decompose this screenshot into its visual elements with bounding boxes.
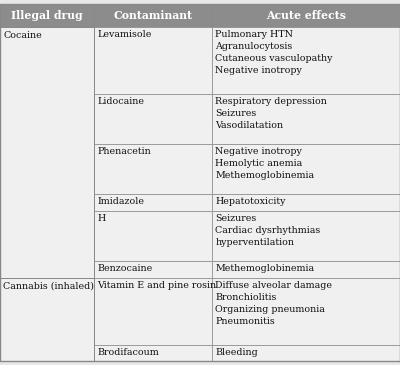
- Bar: [94, 27, 212, 94]
- Text: Seizures
Cardiac dysrhythmias
hyperventilation: Seizures Cardiac dysrhythmias hyperventi…: [215, 214, 320, 247]
- Text: Contaminant: Contaminant: [114, 10, 192, 21]
- Text: Diffuse alveolar damage
Bronchiolitis
Organizing pneumonia
Pneumonitis: Diffuse alveolar damage Bronchiolitis Or…: [215, 281, 332, 326]
- Text: Hepatotoxicity: Hepatotoxicity: [215, 197, 286, 206]
- Bar: [212, 144, 400, 194]
- Text: Respiratory depression
Seizures
Vasodilatation: Respiratory depression Seizures Vasodila…: [215, 97, 327, 130]
- Text: Benzocaine: Benzocaine: [97, 264, 152, 273]
- Bar: [212, 278, 400, 345]
- Bar: [212, 27, 400, 94]
- Bar: [0, 27, 94, 278]
- Bar: [94, 278, 212, 345]
- Bar: [94, 194, 212, 211]
- Text: Negative inotropy
Hemolytic anemia
Methemoglobinemia: Negative inotropy Hemolytic anemia Methe…: [215, 147, 314, 180]
- Text: Pulmonary HTN
Agranulocytosis
Cutaneous vasculopathy
Negative inotropy: Pulmonary HTN Agranulocytosis Cutaneous …: [215, 30, 333, 76]
- Text: Methemoglobinemia: Methemoglobinemia: [215, 264, 314, 273]
- Bar: [212, 345, 400, 361]
- Bar: [94, 261, 212, 278]
- Bar: [0, 4, 94, 27]
- Bar: [94, 4, 212, 27]
- Bar: [212, 194, 400, 211]
- Text: Vitamin E and pine rosin: Vitamin E and pine rosin: [97, 281, 216, 290]
- Text: Brodifacoum: Brodifacoum: [97, 347, 159, 357]
- Bar: [94, 211, 212, 261]
- Text: H: H: [97, 214, 106, 223]
- Text: Cocaine: Cocaine: [3, 31, 42, 40]
- Bar: [0, 278, 94, 361]
- Text: Illegal drug: Illegal drug: [11, 10, 83, 21]
- Text: Phenacetin: Phenacetin: [97, 147, 151, 156]
- Bar: [212, 261, 400, 278]
- Bar: [94, 94, 212, 144]
- Text: Bleeding: Bleeding: [215, 347, 258, 357]
- Bar: [94, 345, 212, 361]
- Text: Cannabis (inhaled): Cannabis (inhaled): [3, 281, 94, 291]
- Text: Acute effects: Acute effects: [266, 10, 346, 21]
- Bar: [94, 144, 212, 194]
- Bar: [212, 4, 400, 27]
- Bar: [212, 211, 400, 261]
- Text: Lidocaine: Lidocaine: [97, 97, 144, 106]
- Text: Levamisole: Levamisole: [97, 30, 152, 39]
- Text: Imidazole: Imidazole: [97, 197, 144, 206]
- Bar: [212, 94, 400, 144]
